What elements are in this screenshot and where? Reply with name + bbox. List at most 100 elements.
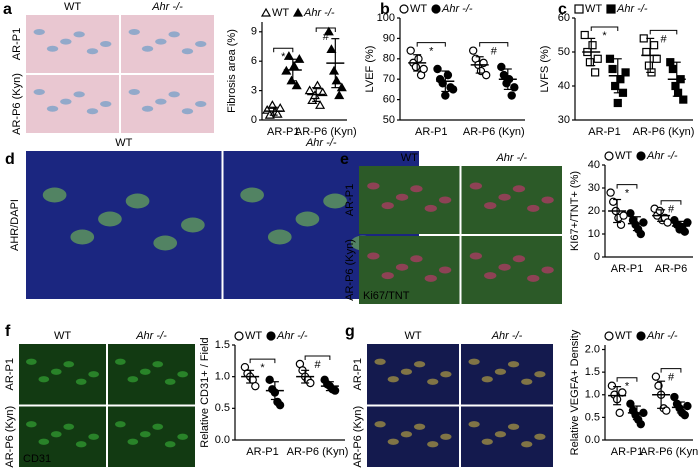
y-tick-label: 60 <box>383 94 395 106</box>
column-label: WT <box>54 330 71 342</box>
tissue-feature <box>63 361 75 368</box>
tissue-feature <box>155 38 167 45</box>
tissue-feature <box>512 255 526 263</box>
data-point <box>312 80 323 90</box>
significance-mark: * <box>602 30 607 42</box>
tissue-feature <box>75 378 87 385</box>
y-tick-label: 50 <box>558 46 570 58</box>
tissue-feature <box>410 185 423 193</box>
data-point <box>580 30 589 40</box>
significance-bracket <box>304 355 331 360</box>
column-label: Ahr -/- <box>305 137 337 149</box>
significance-bracket <box>273 47 294 53</box>
data-point <box>414 54 423 64</box>
y-tick-label: 0.0 <box>585 434 600 446</box>
tissue-feature <box>395 193 409 201</box>
tissue-feature <box>141 45 154 52</box>
y-tick-label: 90 <box>383 32 395 44</box>
tissue-feature <box>494 431 507 438</box>
tissue-feature <box>60 98 72 105</box>
tissue-feature <box>469 182 483 190</box>
tissue-feature <box>50 431 62 438</box>
tissue-feature <box>400 368 413 375</box>
data-point <box>615 408 624 418</box>
tissue-feature <box>26 358 37 365</box>
tissue-feature <box>177 371 188 378</box>
y-tick-label: 1.5 <box>585 366 600 378</box>
tissue-feature <box>181 217 205 233</box>
x-tick-label: AR-P1 <box>611 263 643 275</box>
y-tick-label: 1.0 <box>215 371 230 383</box>
y-axis-label: Relative VEGFA+ Density <box>569 329 581 455</box>
tissue-feature <box>168 91 180 98</box>
tissue-feature <box>481 438 493 445</box>
data-point <box>323 26 334 36</box>
data-point <box>652 54 661 63</box>
column-label: Ahr -/- <box>495 152 527 164</box>
data-point <box>507 91 516 100</box>
tissue-feature <box>374 421 386 428</box>
tissue-feature <box>413 361 426 368</box>
significance-bracket <box>479 42 509 47</box>
significance-mark: # <box>323 31 330 43</box>
tissue-feature <box>267 229 292 245</box>
tissue-feature <box>424 204 437 212</box>
legend-marker <box>399 4 409 14</box>
x-tick-label: AR-P6 (Kyn) <box>640 446 698 458</box>
tissue-feature <box>527 204 540 212</box>
tissue-feature <box>128 89 140 95</box>
data-point <box>611 81 620 91</box>
panel-letter: b <box>380 1 390 18</box>
data-point <box>683 401 692 411</box>
data-point <box>334 90 345 100</box>
row-label: AR-P1 <box>11 28 23 60</box>
tissue-feature <box>86 108 99 115</box>
tissue-feature <box>125 193 150 209</box>
data-point <box>607 381 617 390</box>
tissue-feature <box>427 441 439 448</box>
x-tick-label: AR-P6 (Kyn) <box>295 126 357 138</box>
tissue-feature <box>468 358 480 365</box>
data-point <box>683 218 692 227</box>
tissue-feature <box>73 31 85 38</box>
y-tick-label: 1.5 <box>215 339 230 351</box>
data-point <box>588 41 597 50</box>
tissue-feature <box>424 274 437 282</box>
panel-letter: e <box>340 151 349 168</box>
tissue-feature <box>139 431 151 438</box>
y-tick-label: 3 <box>251 85 257 97</box>
tissue-feature <box>50 368 62 375</box>
column-label: Ahr -/- <box>135 330 167 342</box>
data-point <box>448 85 458 94</box>
tissue-feature <box>195 101 207 107</box>
column-label: WT <box>404 330 421 342</box>
legend-label: WT <box>615 150 632 162</box>
data-point <box>275 400 285 410</box>
tissue-feature <box>33 89 45 95</box>
data-point <box>606 188 615 197</box>
y-tick-label: 100 <box>377 12 395 24</box>
x-tick-label: AR-P6 <box>655 263 687 275</box>
significance-mark: # <box>668 372 675 384</box>
data-point <box>315 100 326 109</box>
tissue-feature <box>26 421 37 428</box>
legend-label: WT <box>410 3 427 15</box>
tissue-feature <box>387 376 399 383</box>
data-point <box>510 83 519 92</box>
legend-label: Ahr -/- <box>646 150 678 162</box>
tissue-feature <box>374 358 386 365</box>
y-tick-label: 6 <box>251 55 257 67</box>
y-tick-label: 60 <box>558 12 570 24</box>
data-point <box>251 381 260 391</box>
tissue-feature <box>484 202 497 210</box>
data-point <box>642 47 651 57</box>
x-tick-label: AR-P1 <box>611 446 643 458</box>
tissue-feature <box>46 105 59 112</box>
tissue-feature <box>115 421 126 428</box>
y-axis-label: Relative CD31+ / Field <box>199 337 211 447</box>
tissue-feature <box>88 371 99 378</box>
tissue-feature <box>127 376 139 383</box>
x-tick-label: AR-P6 (Kyn) <box>287 446 349 458</box>
legend-marker <box>266 331 276 341</box>
data-point <box>411 62 421 72</box>
